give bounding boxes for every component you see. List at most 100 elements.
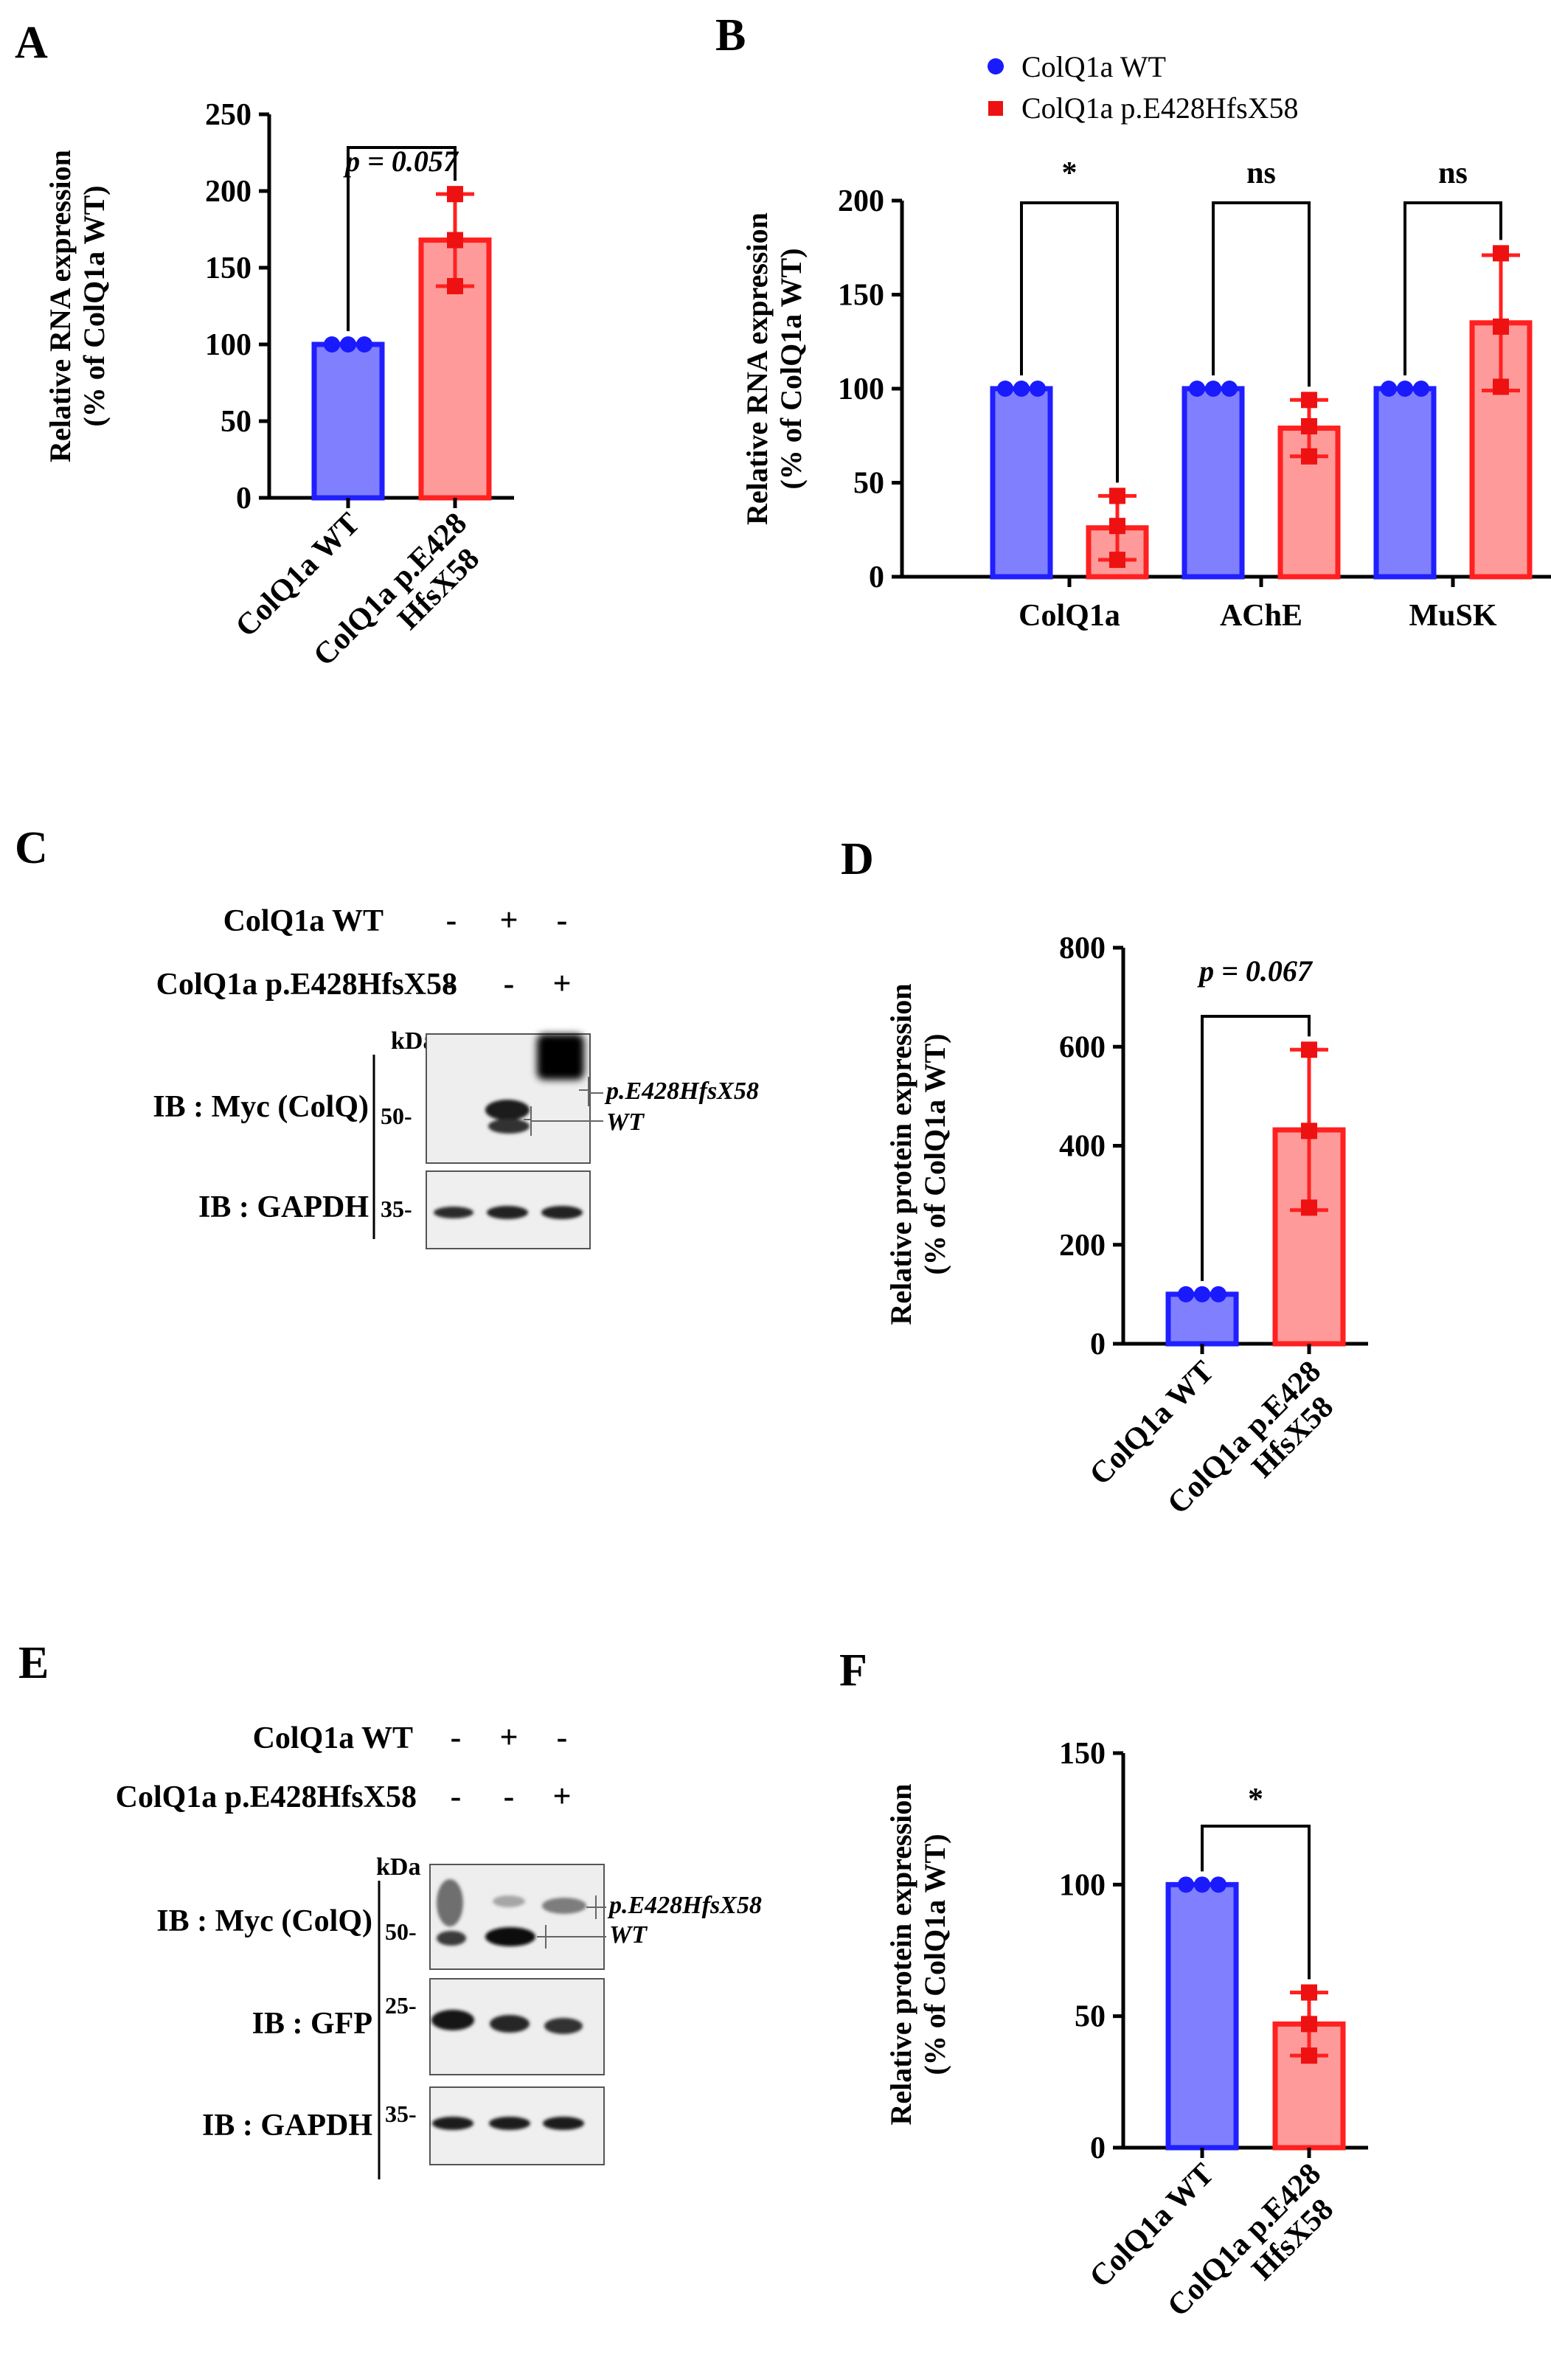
chart-F-ylabel-line: (% of ColQ1a WT) (918, 1833, 951, 2075)
chart-B-point (1413, 381, 1429, 397)
chart-B-bar-wt (990, 386, 1053, 580)
chart-A-ytick-label: 150 (205, 251, 251, 285)
chart-D-ylabel: Relative protein expression(% of ColQ1a … (884, 984, 951, 1325)
chart-B-point (1109, 552, 1125, 569)
blot-c-row-myc: IB : Myc (ColQ) (153, 1090, 369, 1124)
blot-c-sign-1-1: - (446, 902, 457, 938)
chart-B-ylabel: Relative RNA expression(% of ColQ1a WT) (740, 212, 808, 525)
chart-b: 0 50 100 150 200 Relative RNA expression(% of… (740, 156, 1551, 633)
chart-D-ylabel-line: Relative protein expression (884, 984, 917, 1325)
chart-B-ylabel-line: Relative RNA expression (740, 212, 774, 525)
blot-c: ColQ1a WT - + - ColQ1a p.E428HfsX58 - - … (153, 902, 759, 1249)
chart-A-point (447, 277, 463, 294)
chart-F-point (1210, 1876, 1226, 1893)
chart-D-point (1194, 1286, 1210, 1302)
panel-letter-f: F (839, 1645, 867, 1696)
chart-B-point (1493, 318, 1509, 335)
blot-c-row-gapdh: IB : GAPDH (198, 1190, 369, 1224)
blot-e-sign-2-1: - (451, 1778, 462, 1814)
chart-F-ytick-label: 0 (1090, 2131, 1106, 2165)
chart-A-point (340, 336, 356, 353)
blot-c-marker-35: 35- (381, 1196, 412, 1222)
chart-B-ytick-label: 150 (838, 279, 884, 313)
blot-e-row-gapdh: IB : GAPDH (202, 2109, 372, 2143)
blot-e-condition-mut: ColQ1a p.E428HfsX58 (116, 1780, 417, 1814)
chart-B-point (1221, 381, 1238, 397)
blot-c-condition-wt: ColQ1a WT (223, 904, 384, 938)
chart-B-significance-label: ns (1438, 156, 1468, 190)
chart-A-point (447, 232, 463, 249)
chart-A-point (324, 336, 340, 353)
blot-e-sign-1-3: - (557, 1719, 568, 1755)
blot-e-marker-35: 35- (385, 2100, 417, 2127)
chart-A-ytick-label: 100 (205, 328, 251, 362)
chart-B-point (1301, 448, 1317, 465)
chart-D-ytick-label: 400 (1059, 1130, 1106, 1164)
blot-e-sign-1-1: - (451, 1719, 462, 1755)
chart-B-point (997, 381, 1013, 397)
chart-D-point (1301, 1123, 1317, 1139)
chart-B-ytick-label: 200 (838, 184, 884, 218)
blot-c-label-wt: WT (606, 1109, 645, 1136)
chart-B-point (1493, 245, 1509, 262)
chart-B-ytick-label: 100 (838, 372, 884, 406)
chart-F-point (1301, 1984, 1317, 2001)
chart-D-ytick-label: 800 (1059, 931, 1106, 965)
chart-F-point (1301, 2047, 1317, 2064)
blot-c-band-wt-upper (485, 1100, 530, 1120)
blot-c-sign-2-3: + (552, 965, 571, 1002)
chart-d: 0 200 400 600 800 Relative protein expression… (884, 931, 1368, 1521)
chart-D-ytick-label: 200 (1059, 1229, 1106, 1263)
blot-e-label-wt: WT (609, 1921, 648, 1949)
chart-A-ylabel: Relative RNA expression(% of ColQ1a WT) (44, 150, 111, 462)
blot-e-gfp-band-2 (490, 2015, 530, 2033)
panel-letter-c: C (15, 823, 48, 873)
legend-mut-label: ColQ1a p.E428HfsX58 (1021, 91, 1299, 125)
chart-F-significance-bracket (1201, 1825, 1311, 1980)
blot-c-marker-50: 50- (381, 1103, 412, 1129)
blot-c-label-mut: p.E428HfsX58 (604, 1078, 759, 1105)
blot-e-sign-2-3: + (552, 1778, 571, 1814)
blot-e: ColQ1a WT - + - ColQ1a p.E428HfsX58 - - … (116, 1719, 762, 2179)
chart-A-ytick-label: 50 (221, 405, 251, 439)
blot-e-gapdh-band-1 (432, 2117, 473, 2130)
blot-c-gapdh-band-3 (541, 1206, 583, 1219)
chart-A-ylabel-line: Relative RNA expression (44, 150, 77, 462)
blot-e-sign-1-2: + (499, 1719, 518, 1755)
blot-e-gapdh-band-3 (543, 2117, 584, 2130)
chart-D-point (1301, 1041, 1317, 1058)
blot-e-row-gfp: IB : GFP (252, 2007, 372, 2041)
chart-B-point (1013, 381, 1030, 397)
panel-letter-b: B (715, 10, 746, 60)
blot-e-gapdh-band-2 (489, 2117, 530, 2130)
chart-B-bar-wt (1182, 386, 1245, 580)
blot-e-smear-lane1 (437, 1879, 463, 1926)
chart-B-point (1301, 418, 1317, 434)
chart-B-bar-wt (1373, 386, 1437, 580)
chart-B-point (1189, 381, 1205, 397)
blot-c-gapdh-band-2 (487, 1206, 528, 1219)
chart-B-point (1205, 381, 1221, 397)
chart-A-significance-label: p = 0.057 (343, 145, 459, 178)
chart-F-significance-label: * (1248, 1783, 1263, 1817)
chart-B-ytick-label: 50 (853, 467, 884, 501)
chart-B-x-label: ColQ1a (1019, 599, 1120, 633)
chart-F-point (1194, 1876, 1210, 1893)
chart-F-ytick-label: 50 (1075, 2000, 1106, 2034)
blot-c-band-wt-lower (488, 1119, 530, 1134)
chart-D-ylabel-line: (% of ColQ1a WT) (918, 1033, 951, 1274)
chart-B-ytick-label: 0 (869, 561, 884, 594)
chart-A-ytick-label: 200 (205, 175, 251, 209)
blot-e-marker-50: 50- (385, 1918, 417, 1945)
blot-e-label-mut: p.E428HfsX58 (607, 1892, 762, 1919)
chart-F-ytick-label: 100 (1059, 1868, 1106, 1902)
legend-wt-label: ColQ1a WT (1021, 50, 1166, 83)
chart-B-point (1030, 381, 1046, 397)
chart-B-point (1381, 381, 1397, 397)
chart-F-bar-wt (1165, 1881, 1239, 2151)
chart-A-point (356, 336, 372, 353)
chart-B-significance-bracket (1212, 201, 1311, 387)
chart-F-ylabel-line: Relative protein expression (884, 1784, 917, 2126)
blot-e-kda: kDa (376, 1853, 420, 1881)
